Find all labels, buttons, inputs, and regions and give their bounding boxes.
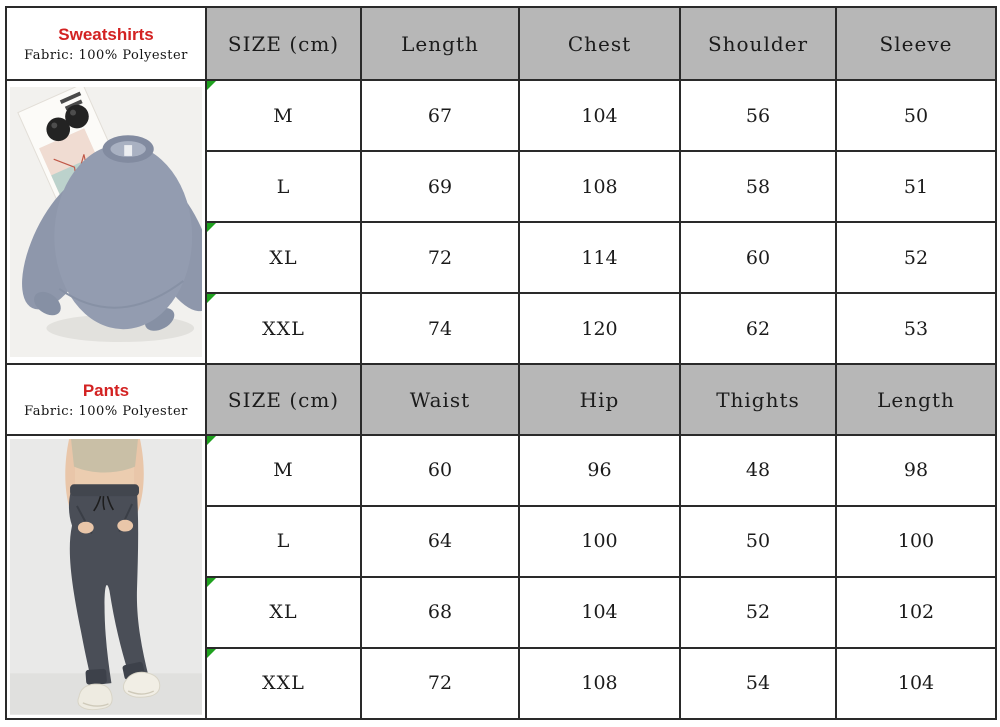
value-cell: 60 <box>679 221 837 294</box>
col-header-waist: Waist <box>360 363 520 436</box>
col-header-sleeve: Sleeve <box>835 6 997 81</box>
value-cell: 69 <box>360 150 520 223</box>
size-label: XL <box>269 601 298 624</box>
value-cell: 104 <box>518 79 681 152</box>
size-label: M <box>273 459 294 482</box>
size-cell: XL <box>205 575 362 649</box>
value-cell: 74 <box>360 292 520 365</box>
value-cell: 100 <box>518 504 681 578</box>
value-cell: 51 <box>835 150 997 223</box>
value-cell: 102 <box>835 575 997 649</box>
size-cell: L <box>205 150 362 223</box>
table-row: XXL 74 120 62 53 <box>6 292 997 365</box>
size-cell: XXL <box>205 646 362 720</box>
size-cell: XL <box>205 221 362 294</box>
size-chart-table: Sweatshirts Fabric: 100% Polyester SIZE … <box>5 6 997 720</box>
value-cell: 64 <box>360 504 520 578</box>
table-row: XL 72 114 60 52 <box>6 221 997 294</box>
pants-product-image <box>5 434 207 720</box>
size-cell: M <box>205 79 362 152</box>
excel-flag-icon <box>207 294 216 303</box>
value-cell: 60 <box>360 434 520 507</box>
pants-header-row: Pants Fabric: 100% Polyester SIZE (cm) W… <box>5 363 997 436</box>
size-label: XXL <box>262 317 305 340</box>
col-header-size: SIZE (cm) <box>205 363 362 436</box>
value-cell: 53 <box>835 292 997 365</box>
table-row: M 60 96 48 98 <box>5 434 997 720</box>
value-cell: 62 <box>679 292 837 365</box>
size-cell: M <box>205 434 362 507</box>
pants-title: Pants <box>82 381 130 401</box>
value-cell: 50 <box>679 504 837 578</box>
excel-flag-icon <box>207 223 216 232</box>
value-cell: 52 <box>679 575 837 649</box>
size-label: XL <box>269 246 298 269</box>
value-cell: 52 <box>835 221 997 294</box>
sweatshirts-fabric: Fabric: 100% Polyester <box>24 47 188 63</box>
value-cell: 96 <box>518 434 681 507</box>
pants-illustration <box>10 439 202 715</box>
table-row: XL 68 104 52 102 <box>6 575 997 649</box>
sweatshirt-product-image <box>5 79 207 365</box>
col-header-length: Length <box>360 6 520 81</box>
size-label: L <box>276 175 291 198</box>
excel-flag-icon <box>207 81 216 90</box>
value-cell: 104 <box>518 575 681 649</box>
table-row: L 69 108 58 51 <box>6 150 997 223</box>
size-cell: XXL <box>205 292 362 365</box>
value-cell: 114 <box>518 221 681 294</box>
excel-flag-icon <box>207 577 216 587</box>
value-cell: 104 <box>835 646 997 720</box>
excel-flag-icon <box>207 436 216 445</box>
value-cell: 58 <box>679 150 837 223</box>
value-cell: 108 <box>518 150 681 223</box>
col-header-shoulder: Shoulder <box>679 6 837 81</box>
value-cell: 98 <box>835 434 997 507</box>
value-cell: 67 <box>360 79 520 152</box>
col-header-hip: Hip <box>518 363 681 436</box>
col-header-thights: Thights <box>679 363 837 436</box>
col-header-size: SIZE (cm) <box>205 6 362 81</box>
value-cell: 100 <box>835 504 997 578</box>
value-cell: 48 <box>679 434 837 507</box>
size-label: L <box>276 530 291 553</box>
sweatshirts-title: Sweatshirts <box>58 25 154 45</box>
size-label: M <box>273 104 294 127</box>
size-cell: L <box>205 504 362 578</box>
value-cell: 120 <box>518 292 681 365</box>
table-row: M 67 104 56 50 <box>5 79 997 365</box>
table-row: L 64 100 50 100 <box>6 504 997 578</box>
excel-flag-icon <box>207 648 216 658</box>
value-cell: 72 <box>360 221 520 294</box>
value-cell: 68 <box>360 575 520 649</box>
size-label: XXL <box>262 672 305 695</box>
pants-label-cell: Pants Fabric: 100% Polyester <box>5 363 207 436</box>
pants-fabric: Fabric: 100% Polyester <box>24 403 188 419</box>
sweatshirt-illustration <box>10 86 202 358</box>
value-cell: 50 <box>835 79 997 152</box>
col-header-length: Length <box>835 363 997 436</box>
sweatshirts-header-row: Sweatshirts Fabric: 100% Polyester SIZE … <box>5 6 997 81</box>
table-row: XXL 72 108 54 104 <box>6 646 997 720</box>
value-cell: 56 <box>679 79 837 152</box>
sweatshirts-label-cell: Sweatshirts Fabric: 100% Polyester <box>5 6 207 81</box>
col-header-chest: Chest <box>518 6 681 81</box>
value-cell: 54 <box>679 646 837 720</box>
value-cell: 72 <box>360 646 520 720</box>
value-cell: 108 <box>518 646 681 720</box>
